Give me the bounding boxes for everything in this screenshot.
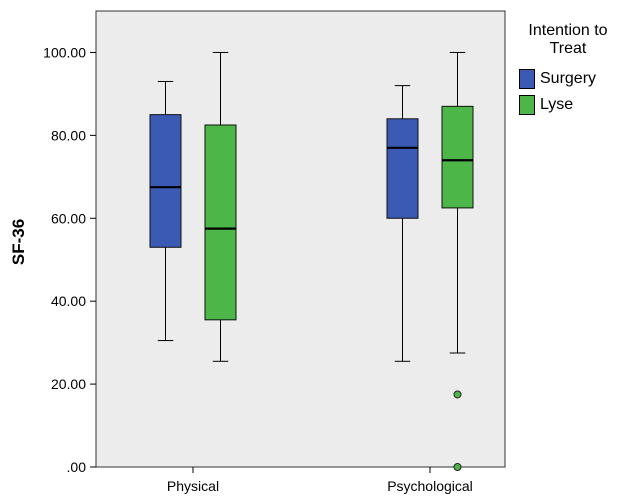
legend: Intention to Treat Surgery Lyse [519,22,617,118]
y-tick-label: 20.00 [51,376,86,392]
iqr-box [149,114,182,248]
iqr-box [441,105,474,209]
legend-title: Intention to Treat [528,22,608,57]
legend-item-surgery: Surgery [519,66,617,92]
x-axis: Physical Psychological [167,467,473,494]
legend-item-lyse: Lyse [519,92,617,118]
legend-label: Surgery [540,70,597,87]
legend-label: Lyse [540,96,574,113]
box-surgery-psychological [386,85,419,362]
y-axis-label: SF-36 [9,219,28,265]
y-axis: .00 20.00 40.00 60.00 80.00 100.00 [43,44,96,475]
outlier-point [453,463,462,471]
iqr-box [386,118,419,219]
legend-swatch [519,95,535,115]
y-tick-label: 80.00 [51,127,86,143]
x-tick-label: Physical [167,478,219,494]
box-surgery-physical [149,80,182,342]
box-series [149,51,474,471]
outlier-point [453,390,462,399]
legend-swatch [519,69,535,89]
y-tick-label: .00 [67,459,87,475]
x-tick-label: Psychological [387,478,473,494]
box-lyse-physical [204,51,237,362]
y-tick-label: 40.00 [51,293,86,309]
box-lyse-psychological [441,51,474,471]
y-tick-label: 60.00 [51,210,86,226]
y-tick-label: 100.00 [43,44,86,60]
iqr-box [204,124,237,321]
